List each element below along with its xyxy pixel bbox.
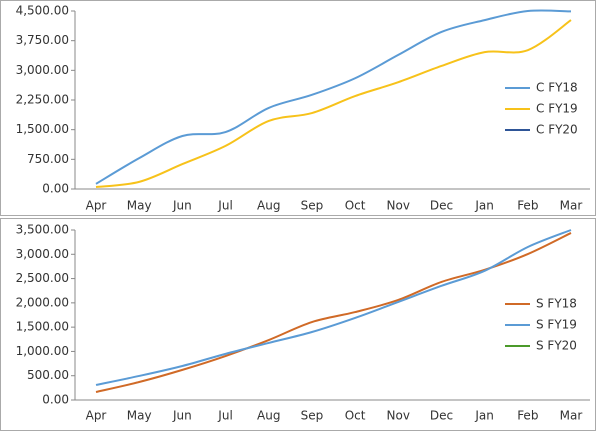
- x-tick-label: Feb: [517, 409, 538, 423]
- legend-label: C FY20: [536, 123, 578, 137]
- x-tick-label: Nov: [387, 409, 410, 423]
- x-tick-label: Oct: [345, 409, 366, 423]
- y-tick-label: 750.00: [27, 152, 69, 166]
- x-tick-label: Mar: [560, 409, 583, 423]
- y-tick-label: 1,500.00: [16, 122, 69, 136]
- top-panel: [0, 0, 596, 216]
- line-series: [95, 9, 572, 185]
- x-tick-label: Jun: [172, 409, 192, 423]
- x-tick-label: Nov: [387, 199, 410, 213]
- x-tick-label: Mar: [560, 199, 583, 213]
- x-tick-label: Jul: [217, 409, 232, 423]
- y-tick-label: 500.00: [27, 368, 69, 382]
- x-tick-label: Dec: [430, 199, 453, 213]
- x-tick-label: May: [127, 199, 152, 213]
- y-tick-label: 4,500.00: [16, 4, 69, 18]
- y-tick-label: 1,000.00: [16, 344, 69, 358]
- y-tick-label: 3,500.00: [16, 223, 69, 237]
- y-tick-label: 2,500.00: [16, 271, 69, 285]
- legend-label: C FY19: [536, 102, 578, 116]
- y-tick-label: 2,250.00: [16, 93, 69, 107]
- x-tick-label: Aug: [257, 199, 280, 213]
- y-tick-label: 3,750.00: [16, 33, 69, 47]
- legend-label: S FY20: [536, 339, 577, 353]
- x-tick-label: Jan: [474, 199, 494, 213]
- legend-label: S FY18: [536, 297, 577, 311]
- x-tick-label: Sep: [301, 199, 324, 213]
- line-series: [95, 19, 572, 189]
- x-tick-label: Sep: [301, 409, 324, 423]
- x-tick-label: Apr: [86, 199, 107, 213]
- x-tick-label: May: [127, 409, 152, 423]
- x-tick-label: Jul: [217, 199, 232, 213]
- legend-label: C FY18: [536, 81, 578, 95]
- bottom-panel: [0, 218, 596, 431]
- legend-label: S FY19: [536, 318, 577, 332]
- x-tick-label: Jan: [474, 409, 494, 423]
- y-tick-label: 3,000.00: [16, 247, 69, 261]
- line-series: [95, 229, 572, 386]
- x-tick-label: Aug: [257, 409, 280, 423]
- y-tick-label: 0.00: [42, 393, 69, 407]
- y-tick-label: 3,000.00: [16, 63, 69, 77]
- y-tick-label: 1,500.00: [16, 320, 69, 334]
- x-tick-label: Feb: [517, 199, 538, 213]
- y-tick-label: 2,000.00: [16, 295, 69, 309]
- y-tick-label: 0.00: [42, 182, 69, 196]
- x-tick-label: Jun: [172, 199, 192, 213]
- x-tick-label: Apr: [86, 409, 107, 423]
- x-tick-label: Oct: [345, 199, 366, 213]
- x-tick-label: Dec: [430, 409, 453, 423]
